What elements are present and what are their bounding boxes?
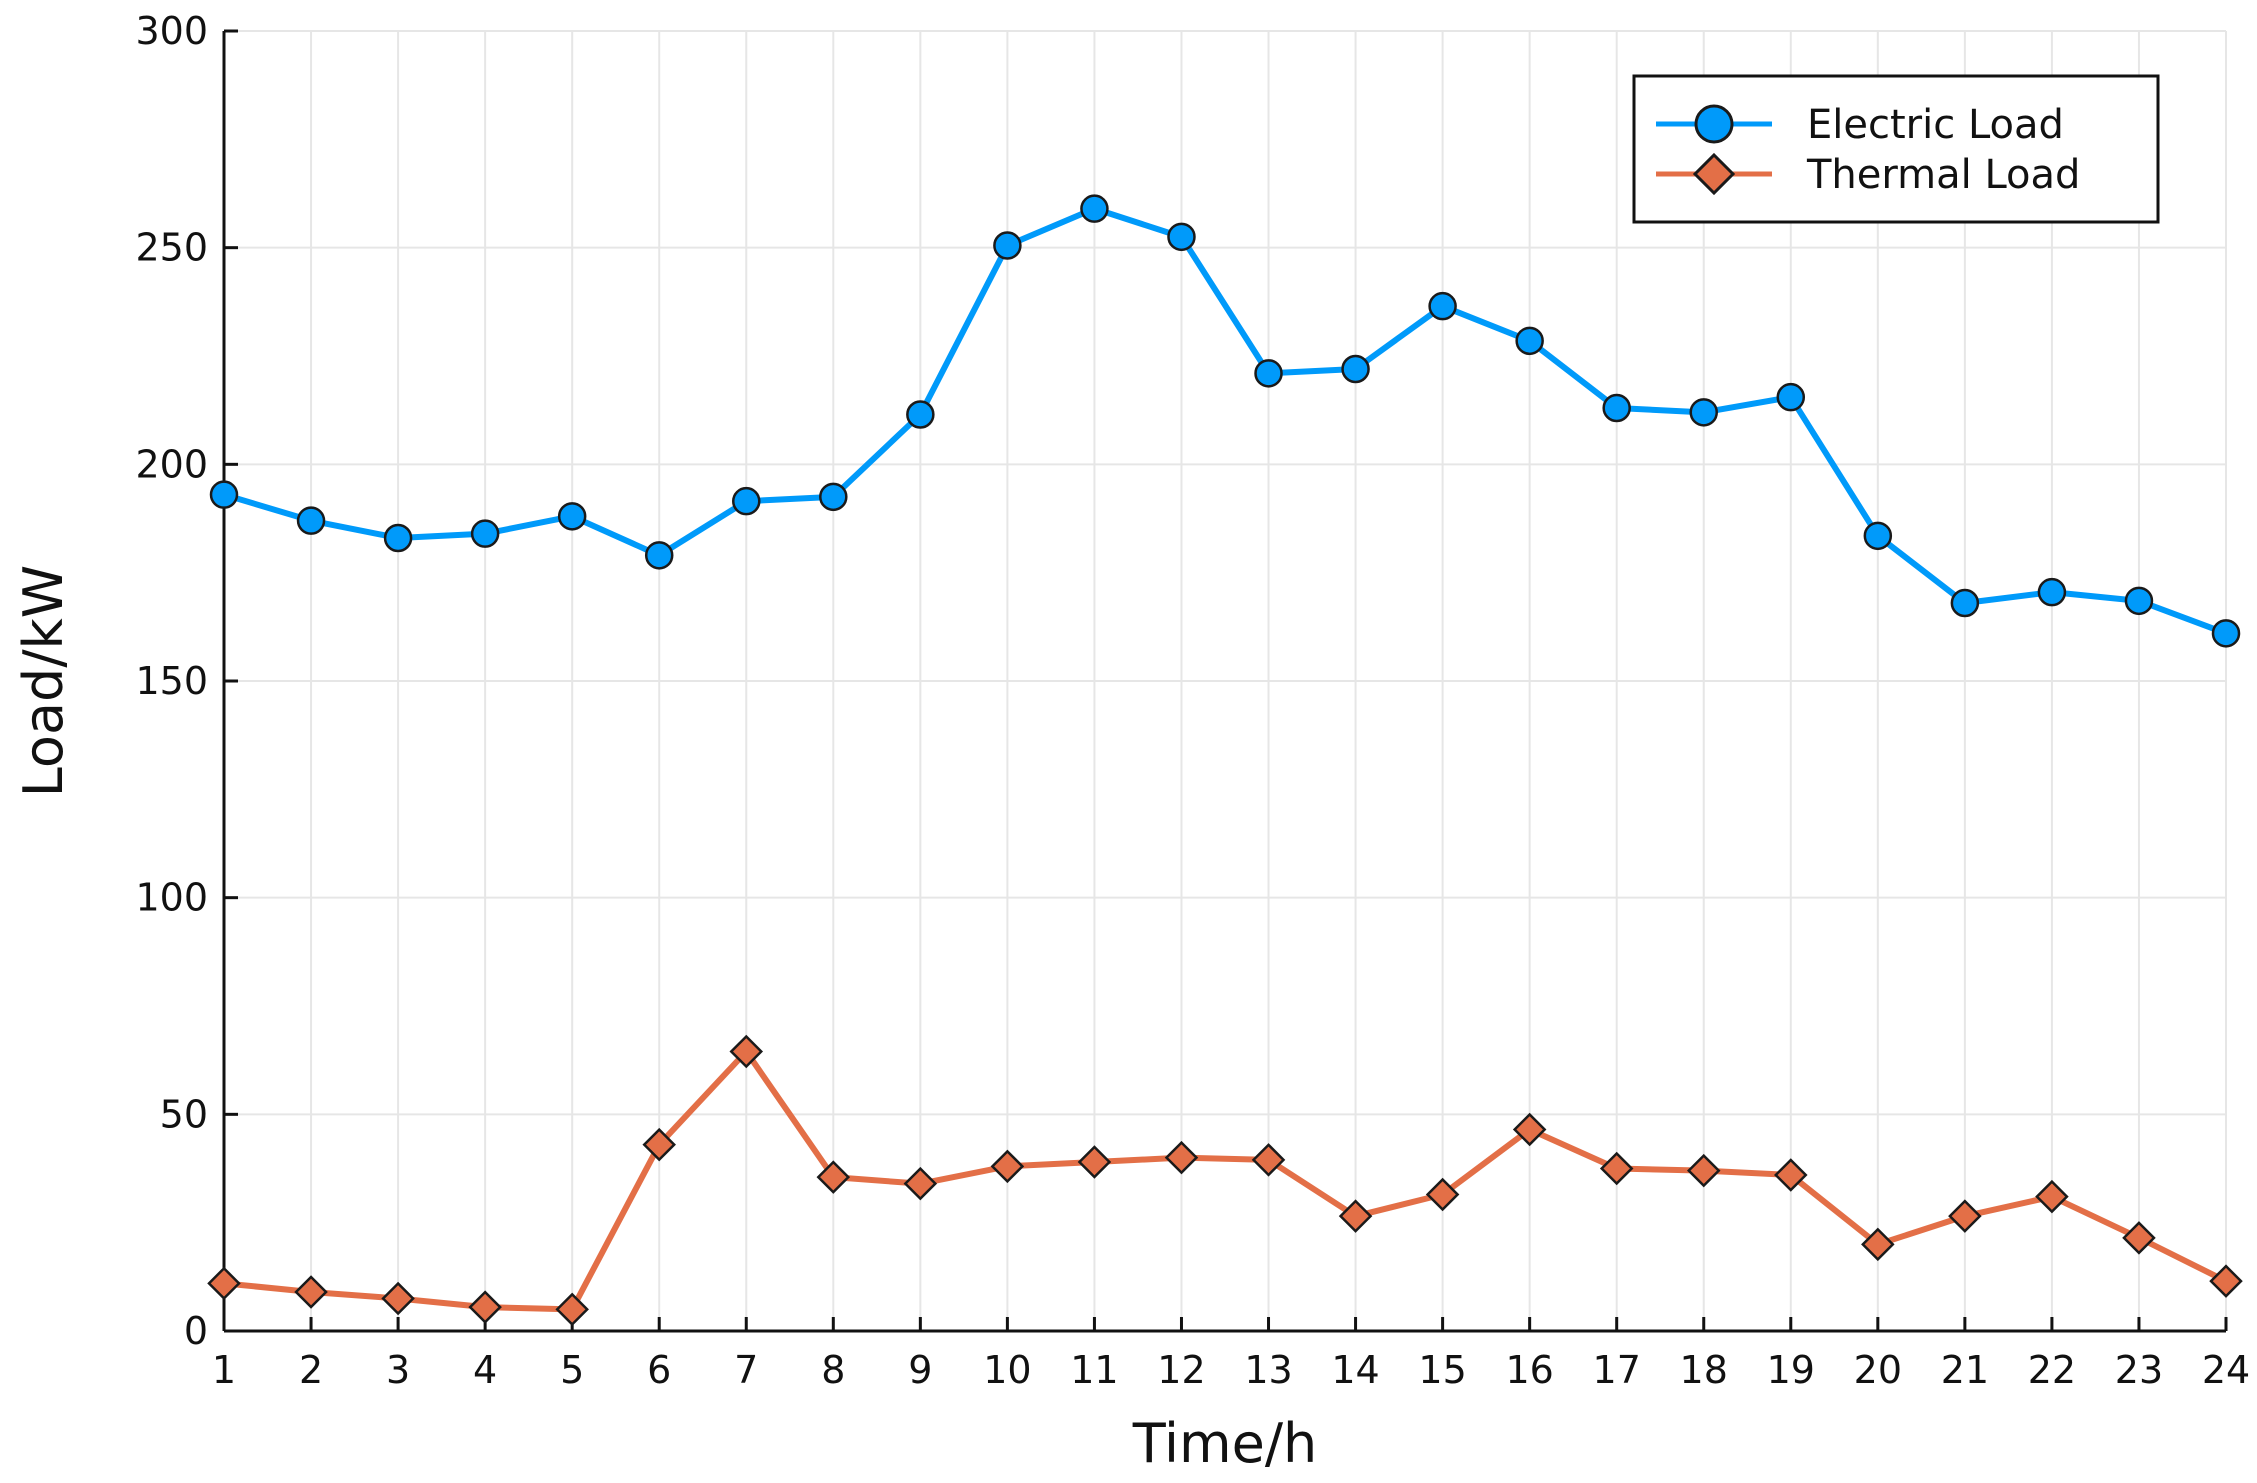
data-point xyxy=(816,1160,851,1194)
x-tick-label: 22 xyxy=(2028,1348,2076,1392)
x-tick-label: 18 xyxy=(1680,1348,1728,1392)
data-point xyxy=(557,502,587,531)
x-tick-label: 7 xyxy=(734,1348,758,1392)
x-tick-label: 17 xyxy=(1593,1348,1641,1392)
y-tick-label: 200 xyxy=(135,442,208,486)
x-tick-label: 11 xyxy=(1070,1348,1118,1392)
data-point xyxy=(1251,1143,1286,1177)
data-point xyxy=(906,400,935,429)
series-lines xyxy=(207,194,2243,1327)
series-line xyxy=(223,1048,2228,1313)
x-tick-label: 14 xyxy=(1331,1348,1379,1392)
x-tick-label: 12 xyxy=(1157,1348,1205,1392)
y-tick-label: 300 xyxy=(135,9,208,53)
data-point xyxy=(1689,398,1718,427)
data-point xyxy=(1167,222,1196,252)
x-tick-label: 13 xyxy=(1244,1348,1292,1392)
legend-marker xyxy=(1694,104,1734,144)
data-point xyxy=(296,506,326,535)
x-tick-label: 8 xyxy=(821,1348,845,1392)
x-tick-label: 6 xyxy=(647,1348,671,1392)
y-tick-label: 150 xyxy=(135,659,208,703)
y-axis-title: Load/kW xyxy=(12,565,75,797)
series-0 xyxy=(209,194,2241,648)
data-point xyxy=(1599,1151,1634,1186)
x-tick-label: 1 xyxy=(212,1348,236,1392)
x-tick-label: 3 xyxy=(386,1348,410,1392)
legend-marker xyxy=(1692,152,1736,196)
data-point xyxy=(209,480,239,509)
data-point xyxy=(2035,1179,2069,1214)
data-point xyxy=(1686,1153,1721,1188)
data-point xyxy=(1425,1177,1460,1212)
legend-label: Electric Load xyxy=(1807,102,2064,148)
grid-lines xyxy=(223,30,2227,1332)
data-point xyxy=(1602,393,1631,423)
x-tick-label: 10 xyxy=(983,1348,1031,1392)
x-tick-label: 9 xyxy=(908,1348,932,1392)
x-tick-label: 15 xyxy=(1418,1348,1466,1392)
data-point xyxy=(1080,194,1109,223)
data-point xyxy=(1948,1199,1982,1233)
x-tick-label: 5 xyxy=(560,1348,584,1392)
data-point xyxy=(1512,1112,1547,1147)
data-point xyxy=(468,1290,502,1324)
data-point xyxy=(294,1275,328,1309)
x-axis-title: Time/h xyxy=(1132,1412,1318,1475)
x-tick-label: 16 xyxy=(1505,1348,1553,1392)
data-point xyxy=(2209,1264,2243,1298)
data-point xyxy=(1950,588,1980,618)
data-point xyxy=(1774,1158,1808,1192)
data-point xyxy=(990,1149,1025,1184)
data-point xyxy=(1428,291,1457,321)
x-tick-label: 23 xyxy=(2115,1348,2163,1392)
y-tick-label: 100 xyxy=(135,876,208,920)
axes xyxy=(222,29,2228,1333)
x-tick-label: 21 xyxy=(1941,1348,1989,1392)
y-tick-label: 250 xyxy=(135,226,208,270)
data-point xyxy=(1515,326,1544,356)
data-point xyxy=(819,482,848,512)
data-point xyxy=(470,519,500,548)
x-tick-label: 19 xyxy=(1767,1348,1815,1392)
data-point xyxy=(642,1127,676,1162)
x-tick-label: 24 xyxy=(2202,1348,2250,1392)
legend-box xyxy=(1632,74,2160,224)
data-point xyxy=(1338,1199,1373,1233)
data-point xyxy=(1863,521,1893,551)
data-point xyxy=(729,1034,764,1069)
data-point xyxy=(383,523,413,553)
data-point xyxy=(207,1266,241,1301)
data-point xyxy=(1077,1145,1112,1179)
data-point xyxy=(732,486,761,516)
x-tick-label: 2 xyxy=(299,1348,323,1392)
x-tick-label: 20 xyxy=(1854,1348,1902,1392)
x-tick-label: 4 xyxy=(473,1348,497,1392)
data-point xyxy=(2037,577,2067,607)
data-point xyxy=(2122,1221,2156,1255)
data-point xyxy=(2124,586,2154,616)
data-point xyxy=(1776,382,1806,412)
data-point xyxy=(993,231,1022,260)
legend-label: Thermal Load xyxy=(1806,152,2080,198)
data-point xyxy=(1341,354,1370,384)
data-point xyxy=(1164,1140,1199,1175)
y-tick-label: 50 xyxy=(160,1092,208,1136)
data-point xyxy=(644,541,674,570)
data-point xyxy=(1861,1227,1895,1262)
data-point xyxy=(555,1292,589,1327)
data-point xyxy=(903,1166,938,1201)
series-1 xyxy=(207,1034,2243,1327)
y-tick-label: 0 xyxy=(184,1309,208,1353)
series-line xyxy=(223,205,2228,637)
data-point xyxy=(1254,359,1283,388)
data-point xyxy=(381,1281,415,1316)
data-point xyxy=(2211,619,2241,648)
